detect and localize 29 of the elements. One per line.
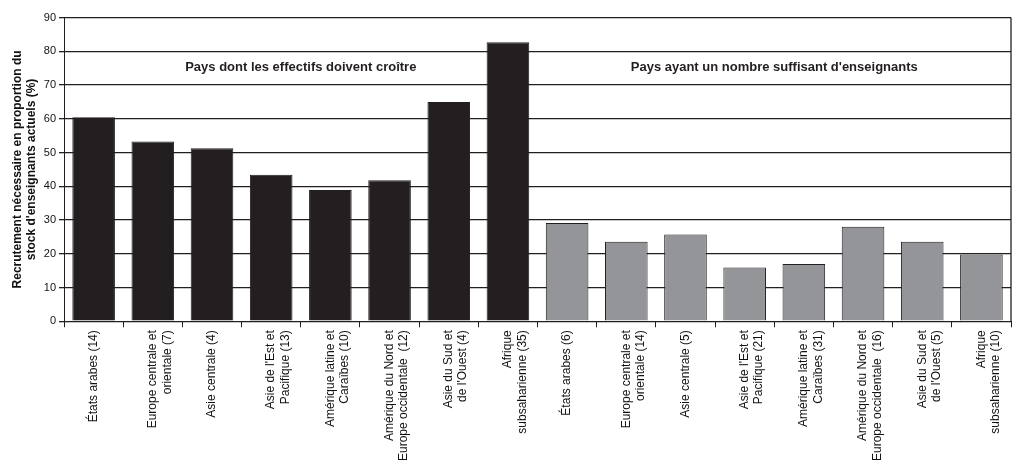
y-tick-label: 40 [43,179,57,192]
x-tick-label: Asie du Sud et de l'Ouest (5) [914,329,943,409]
y-tick-label: 10 [43,280,57,293]
x-tick-label: États arabes (6) [558,330,574,416]
y-tick-label: 70 [43,78,57,91]
y-tick-label: 30 [43,213,57,226]
annotation: Pays dont les effectifs doivent croître [185,59,417,75]
y-tick-label: 50 [43,145,57,158]
x-tick-label: Amérique du Nord et Europe occidentale (12) [381,329,411,461]
x-tick-label: Amérique du Nord et Europe occidentale (16) [855,329,884,461]
x-tick-label: Europe centrale et orientale (14) [618,329,648,429]
x-tick-label: Asie de l'Est et Pacifique (13) [263,329,292,410]
x-tick-label: Afrique subsaharienne (10) [973,329,1003,434]
x-tick-label: Asie centrale (4) [204,330,219,418]
x-tick-label: Europe centrale et orientale (7) [145,329,174,429]
annotation: Pays ayant un nombre suffisant d'enseignants [630,59,918,75]
y-tick-label: 0 [49,314,57,327]
x-tick-label: Amérique latine et Caraïbes (31) [796,329,825,427]
y-axis-title: Recrutement nécessaire en proportion du stock d'enseignants actuels (%) [9,50,38,289]
y-tick-label: 60 [43,111,57,124]
x-tick-label: Asie de l'Est et Pacifique (21) [736,329,766,410]
y-tick-label: 90 [43,10,57,23]
x-tick-label: Asie centrale (5) [677,330,692,418]
y-tick-label: 20 [43,246,57,259]
y-tick-label: 80 [43,44,57,57]
x-tick-label: Asie du Sud et de l'Ouest (4) [441,329,470,409]
x-tick-label: États arabes (14) [84,330,100,423]
x-tick-label: Afrique subsaharienne (35) [500,329,529,434]
x-tick-label: Amérique latine et Caraïbes (10) [322,329,352,427]
